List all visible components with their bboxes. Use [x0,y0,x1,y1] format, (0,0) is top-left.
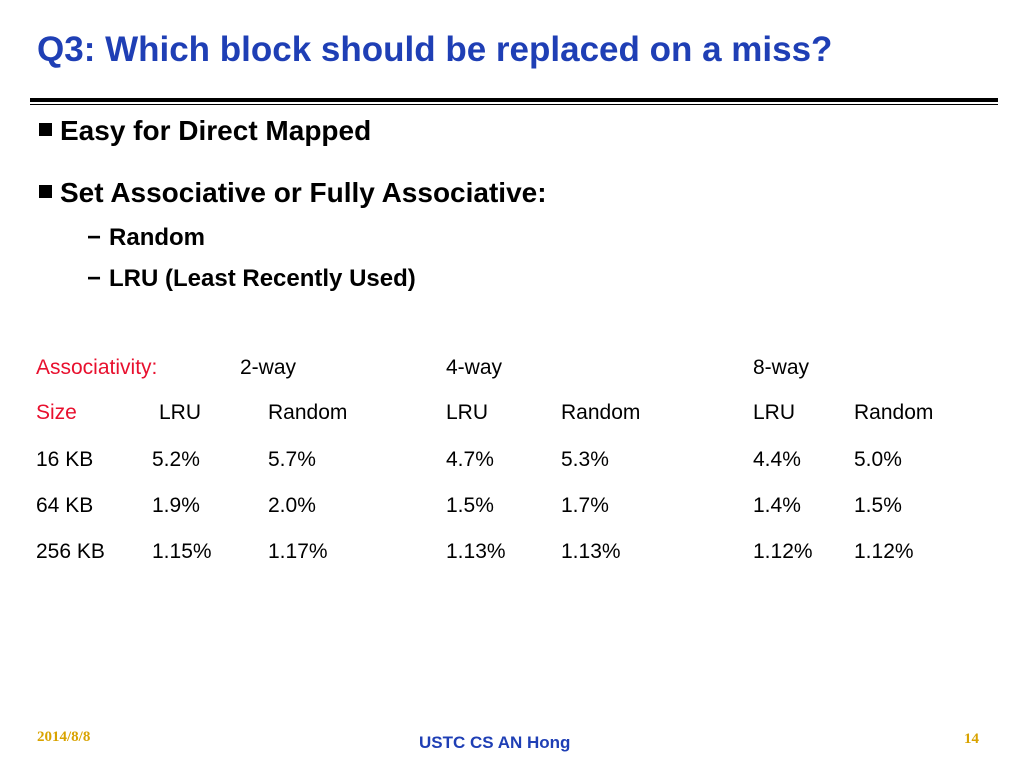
table-cell-size: 64 KB [36,494,94,517]
size-label: Size [36,401,77,424]
bullet-set-associative: Set Associative or Fully Associative: [39,177,547,209]
title-divider-thick [30,98,998,102]
table-cell: 1.7% [561,494,609,517]
col-header: Random [561,401,641,424]
table-cell: 4.4% [753,448,801,471]
table-cell: 5.7% [268,448,316,471]
table-cell: 5.2% [152,448,200,471]
table-cell: 1.13% [561,540,621,563]
col-header: LRU [753,401,796,424]
sub-bullet-text: Random [109,224,206,251]
table-cell: 2.0% [268,494,316,517]
table-cell-size: 16 KB [36,448,94,471]
footer-date: 2014/8/8 [37,729,91,745]
col-header: LRU [446,401,489,424]
sub-bullet-text: LRU (Least Recently Used) [109,265,416,292]
dash-bullet-icon: − [87,265,102,292]
way-header-4: 4-way [446,356,503,379]
table-cell: 1.12% [753,540,813,563]
table-cell-size: 256 KB [36,540,105,563]
slide-title: Q3: Which block should be replaced on a … [37,30,833,69]
title-divider-thin [30,104,998,105]
table-cell: 1.9% [152,494,200,517]
bullet-text: Easy for Direct Mapped [60,115,372,146]
col-header: Random [854,401,934,424]
table-cell: 1.4% [753,494,801,517]
table-cell: 1.12% [854,540,914,563]
square-bullet-icon [39,185,52,198]
col-header: Random [268,401,348,424]
footer-author: USTC CS AN Hong [419,733,571,752]
table-cell: 4.7% [446,448,494,471]
way-header-2: 2-way [240,356,297,379]
table-cell: 5.0% [854,448,902,471]
col-header: LRU [159,401,202,424]
bullet-direct-mapped: Easy for Direct Mapped [39,115,371,147]
dash-bullet-icon: − [87,224,102,251]
table-cell: 1.13% [446,540,506,563]
table-cell: 5.3% [561,448,609,471]
table-cell: 1.5% [446,494,494,517]
square-bullet-icon [39,123,52,136]
sub-bullet-lru: − LRU (Least Recently Used) [87,265,416,293]
way-header-8: 8-way [753,356,810,379]
table-cell: 1.5% [854,494,902,517]
bullet-text: Set Associative or Fully Associative: [60,177,547,208]
sub-bullet-random: − Random [87,224,205,252]
page-number: 14 [964,731,979,747]
table-cell: 1.15% [152,540,212,563]
table-cell: 1.17% [268,540,328,563]
associativity-label: Associativity: [36,356,158,379]
